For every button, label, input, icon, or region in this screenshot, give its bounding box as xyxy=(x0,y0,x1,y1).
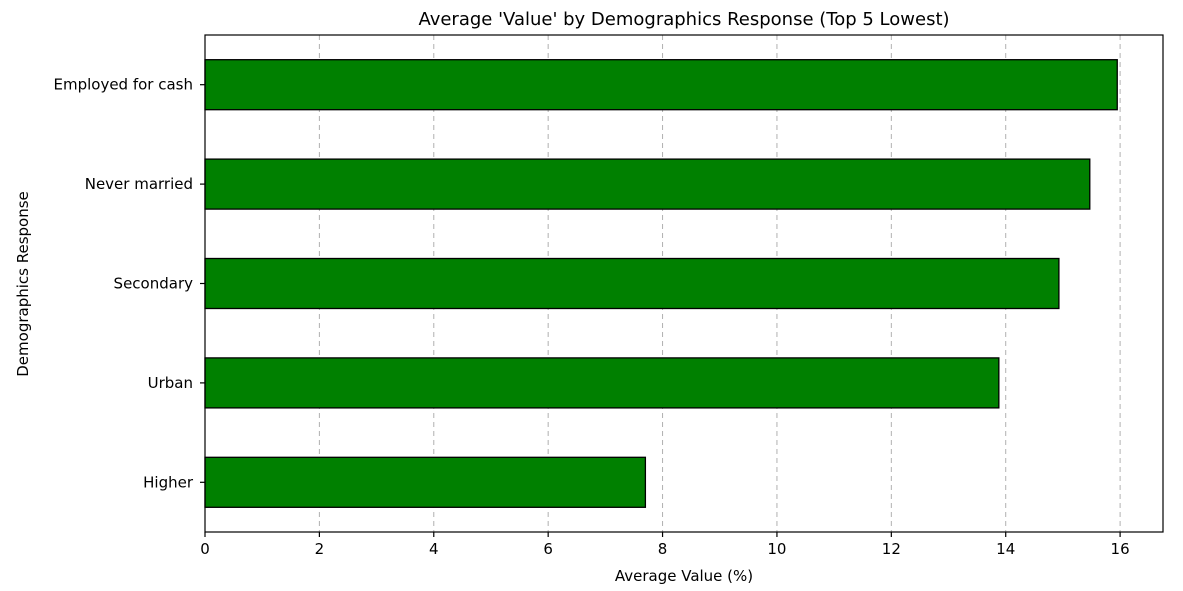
x-tick-label: 8 xyxy=(658,540,668,558)
y-tick-label: Urban xyxy=(148,374,193,392)
x-tick-label: 10 xyxy=(767,540,786,558)
x-tick-label: 16 xyxy=(1111,540,1130,558)
x-tick-label: 0 xyxy=(200,540,210,558)
x-axis-ticks: 0 2 4 6 8 10 12 14 16 xyxy=(200,532,1130,558)
chart-title: Average 'Value' by Demographics Response… xyxy=(418,9,949,30)
y-axis-label: Demographics Response xyxy=(14,191,32,377)
bar xyxy=(204,456,647,508)
y-tick-label: Higher xyxy=(143,473,194,491)
y-tick-label: Employed for cash xyxy=(53,76,193,94)
x-axis-label: Average Value (%) xyxy=(615,567,753,585)
x-tick-label: 14 xyxy=(996,540,1015,558)
bar xyxy=(204,59,1118,111)
x-tick-label: 2 xyxy=(315,540,325,558)
bar xyxy=(204,257,1060,310)
bars xyxy=(204,59,1118,508)
y-tick-label: Never married xyxy=(85,175,193,193)
x-tick-label: 4 xyxy=(429,540,439,558)
y-axis-ticks: Employed for cash Never married Secondary U… xyxy=(53,76,205,491)
grid-lines xyxy=(204,35,1121,532)
bar xyxy=(204,357,1000,409)
y-tick-label: Secondary xyxy=(114,275,194,293)
x-tick-label: 6 xyxy=(543,540,553,558)
x-tick-label: 12 xyxy=(882,540,901,558)
bar xyxy=(204,158,1091,210)
